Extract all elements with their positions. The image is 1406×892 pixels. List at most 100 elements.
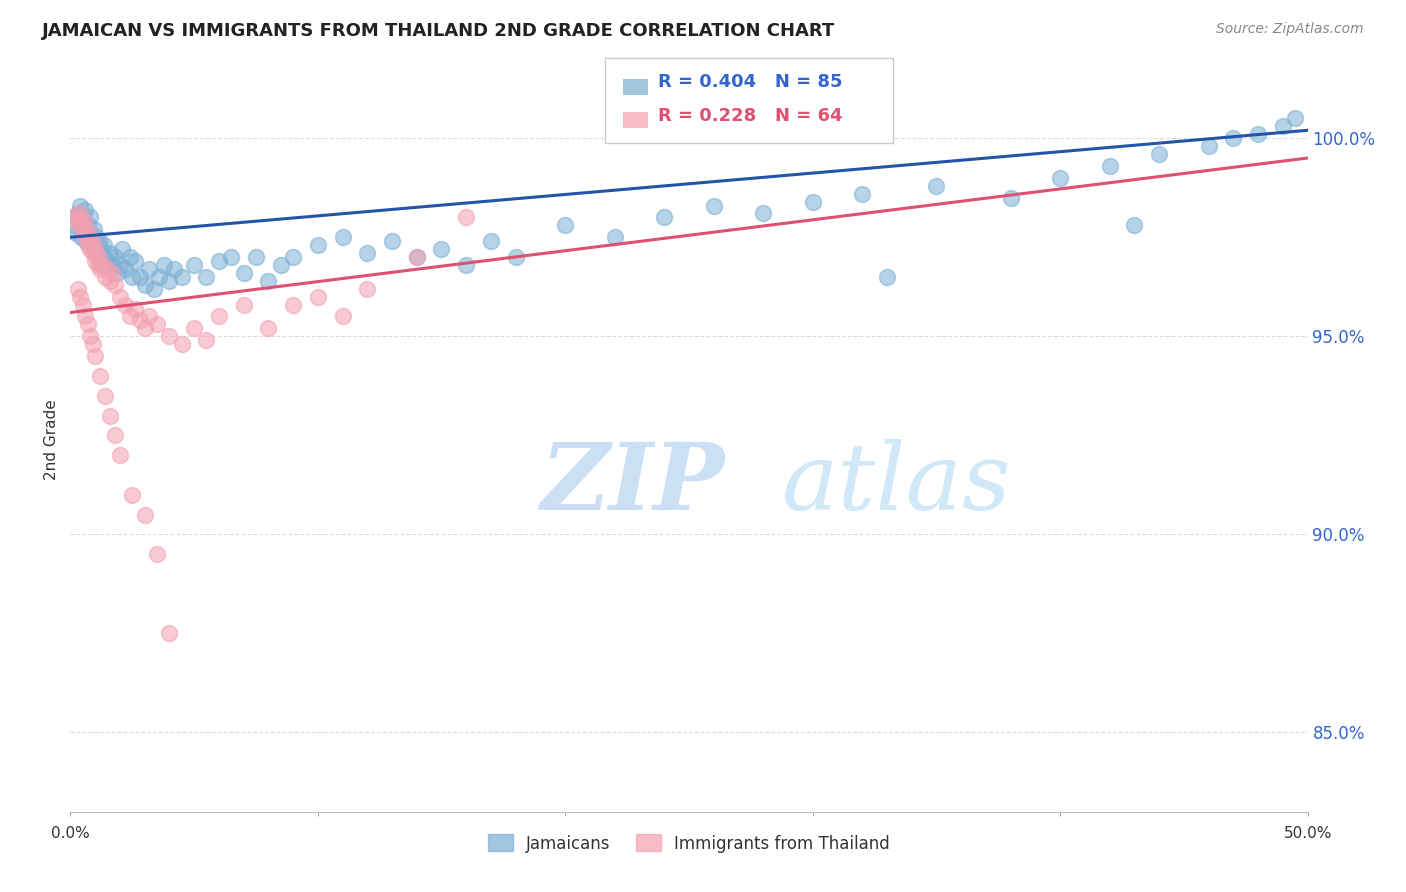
Point <box>79 329 101 343</box>
Point <box>118 310 141 324</box>
Point <box>67 206 90 220</box>
Point <box>270 258 292 272</box>
Point <box>1147 147 1170 161</box>
Point <box>75 310 97 324</box>
Point <box>66 282 89 296</box>
Point <box>76 238 98 252</box>
Point <box>925 178 948 193</box>
Point <box>257 321 280 335</box>
Point <box>63 219 86 233</box>
Point <box>232 266 254 280</box>
Point <box>104 428 127 442</box>
Point <box>801 194 824 209</box>
Point <box>84 254 107 268</box>
Point <box>652 211 675 225</box>
Point <box>84 246 107 260</box>
Point <box>75 222 97 236</box>
Point <box>114 297 136 311</box>
Point <box>219 250 242 264</box>
Point <box>554 219 576 233</box>
Point <box>77 227 100 241</box>
Point <box>163 262 186 277</box>
Point <box>89 254 111 268</box>
Point <box>70 211 93 225</box>
Point <box>75 202 97 217</box>
Point <box>405 250 427 264</box>
Point <box>79 211 101 225</box>
Point <box>90 242 112 256</box>
Point <box>89 368 111 383</box>
Point <box>111 242 134 256</box>
Point <box>157 274 180 288</box>
Text: atlas: atlas <box>782 439 1011 529</box>
Point <box>94 269 117 284</box>
Point <box>98 409 121 423</box>
Point <box>65 211 87 225</box>
Point <box>84 349 107 363</box>
Point <box>86 250 108 264</box>
Text: R = 0.404   N = 85: R = 0.404 N = 85 <box>658 73 842 91</box>
Point <box>101 258 124 272</box>
Point <box>430 242 453 256</box>
Point <box>104 277 127 292</box>
Point <box>195 269 218 284</box>
Point <box>208 254 231 268</box>
Point <box>332 230 354 244</box>
Point <box>75 234 97 248</box>
Point <box>72 219 94 233</box>
Point <box>456 211 478 225</box>
Point <box>69 198 91 212</box>
Point <box>72 227 94 241</box>
Point <box>84 230 107 244</box>
Point <box>138 262 160 277</box>
Point <box>134 508 156 522</box>
Point <box>65 211 87 225</box>
Point <box>1098 159 1121 173</box>
Point <box>104 250 127 264</box>
Legend: Jamaicans, Immigrants from Thailand: Jamaicans, Immigrants from Thailand <box>481 828 897 859</box>
Point <box>108 258 131 272</box>
Y-axis label: 2nd Grade: 2nd Grade <box>44 399 59 480</box>
Text: 50.0%: 50.0% <box>1284 826 1331 840</box>
Point <box>66 214 89 228</box>
Point <box>67 214 90 228</box>
Point <box>69 290 91 304</box>
Point <box>170 269 193 284</box>
Point <box>83 238 105 252</box>
Point <box>83 222 105 236</box>
Point <box>332 310 354 324</box>
Point <box>1123 219 1146 233</box>
Point <box>76 318 98 332</box>
Point <box>208 310 231 324</box>
Point <box>195 333 218 347</box>
Point <box>1247 128 1270 142</box>
Point <box>73 222 96 236</box>
Point <box>94 258 117 272</box>
Point <box>1284 112 1306 126</box>
Point <box>75 230 97 244</box>
Point <box>1049 170 1071 185</box>
Point <box>105 266 128 280</box>
Point <box>157 626 180 640</box>
Point <box>356 246 378 260</box>
Point <box>98 274 121 288</box>
Point <box>87 250 110 264</box>
Point <box>77 227 100 241</box>
Point <box>73 214 96 228</box>
Text: JAMAICAN VS IMMIGRANTS FROM THAILAND 2ND GRADE CORRELATION CHART: JAMAICAN VS IMMIGRANTS FROM THAILAND 2ND… <box>42 22 835 40</box>
Point <box>143 282 166 296</box>
Point <box>121 488 143 502</box>
Point <box>66 206 89 220</box>
Point <box>114 262 136 277</box>
Point <box>70 230 93 244</box>
Point <box>157 329 180 343</box>
Point <box>124 301 146 316</box>
Point <box>72 211 94 225</box>
Point <box>76 219 98 233</box>
Text: Source: ZipAtlas.com: Source: ZipAtlas.com <box>1216 22 1364 37</box>
Point <box>703 198 725 212</box>
Point <box>108 290 131 304</box>
Point <box>281 297 304 311</box>
Point <box>86 258 108 272</box>
Point <box>98 246 121 260</box>
